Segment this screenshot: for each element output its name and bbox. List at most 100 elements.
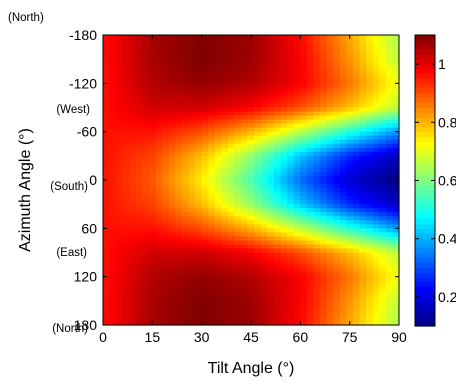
heatmap-cell [188,167,196,173]
heatmap-cell [372,47,380,52]
heatmap-cell [149,127,157,133]
heatmap-cell [109,155,117,161]
heatmap-cell [195,288,203,294]
heatmap-cell [254,83,262,88]
heatmap-cell [122,252,130,258]
heatmap-cell [234,167,242,173]
heatmap-cell [214,236,222,242]
colorbar-segment [415,127,435,133]
heatmap-cell [149,200,157,205]
heatmap-cell [359,143,367,149]
heatmap-cell [103,163,111,169]
heatmap-cell [188,268,196,274]
heatmap-cell [313,75,321,80]
heatmap-cell [116,51,124,56]
heatmap-cell [359,180,367,185]
heatmap-cell [260,260,269,266]
heatmap-cell [379,91,387,97]
heatmap-cell [306,87,315,92]
heatmap-cell [372,296,380,302]
heatmap-cell [142,83,150,88]
heatmap-cell [293,155,301,161]
heatmap-cell [149,208,157,213]
heatmap-cell [135,71,144,76]
heatmap-cell [280,171,288,177]
heatmap-cell [333,99,341,105]
heatmap-cell [116,131,124,137]
colorbar-tick-label: 0.6 [438,173,456,189]
heatmap-cell [392,155,400,161]
heatmap-cell [135,167,144,173]
heatmap-cell [379,252,387,258]
heatmap-cell [214,220,222,225]
heatmap-cell [320,167,328,173]
heatmap-cell [287,95,295,101]
heatmap-cell [109,115,117,121]
heatmap-cell [320,71,328,76]
heatmap-cell [188,196,196,201]
heatmap-cell [227,167,236,173]
heatmap-cell [116,139,124,145]
heatmap-cell [254,123,262,129]
heatmap-cell [195,95,203,101]
heatmap-cell [201,59,209,64]
heatmap-cell [385,107,394,113]
heatmap-cell [227,107,236,113]
heatmap-cell [392,139,400,145]
heatmap-cell [162,196,170,201]
heatmap-cell [300,264,308,270]
heatmap-cell [221,51,229,56]
heatmap-cell [241,43,249,48]
heatmap-cell [313,39,321,44]
heatmap-cell [109,67,117,72]
heatmap-cell [313,320,321,326]
heatmap-cell [352,192,361,197]
heatmap-cell [300,316,308,322]
heatmap-cell [201,167,209,173]
heatmap-cell [313,175,321,181]
heatmap-cell [168,212,176,217]
heatmap-cell [234,111,242,117]
heatmap-cell [326,139,334,145]
heatmap-cell [208,147,216,153]
heatmap-cell [366,143,374,149]
heatmap-cell [221,208,229,213]
heatmap-cell [149,123,157,129]
heatmap-cell [260,316,269,322]
heatmap-cell [287,252,295,258]
heatmap-cell [352,316,361,322]
heatmap-cell [122,43,130,48]
heatmap-cell [339,95,347,101]
heatmap-cell [227,216,236,221]
heatmap-cell [116,184,124,189]
heatmap-cell [306,159,315,165]
heatmap-cell [300,163,308,169]
heatmap-cell [162,175,170,181]
heatmap-cell [372,107,380,113]
heatmap-cell [287,175,295,181]
heatmap-cell [300,232,308,237]
heatmap-cell [359,107,367,113]
heatmap-cell [372,79,380,84]
heatmap-cell [155,51,163,56]
heatmap-cell [320,256,328,262]
heatmap-cell [201,39,209,44]
heatmap-cell [234,260,242,266]
heatmap-cell [168,75,176,80]
heatmap-cell [208,188,216,193]
heatmap-cell [306,252,315,258]
colorbar-ticks: 0.20.40.60.81 [415,56,456,305]
heatmap-cell [313,95,321,101]
heatmap-cell [109,151,117,157]
heatmap-cell [168,63,176,68]
heatmap-cell [195,320,203,326]
heatmap-cell [339,296,347,302]
heatmap-cell [306,51,315,56]
heatmap-cell [300,304,308,310]
heatmap-cell [352,39,361,44]
colorbar-segment [415,54,435,60]
heatmap-cell [162,212,170,217]
heatmap-cell [149,83,157,88]
heatmap-cell [306,312,315,318]
heatmap-cell [287,127,295,133]
